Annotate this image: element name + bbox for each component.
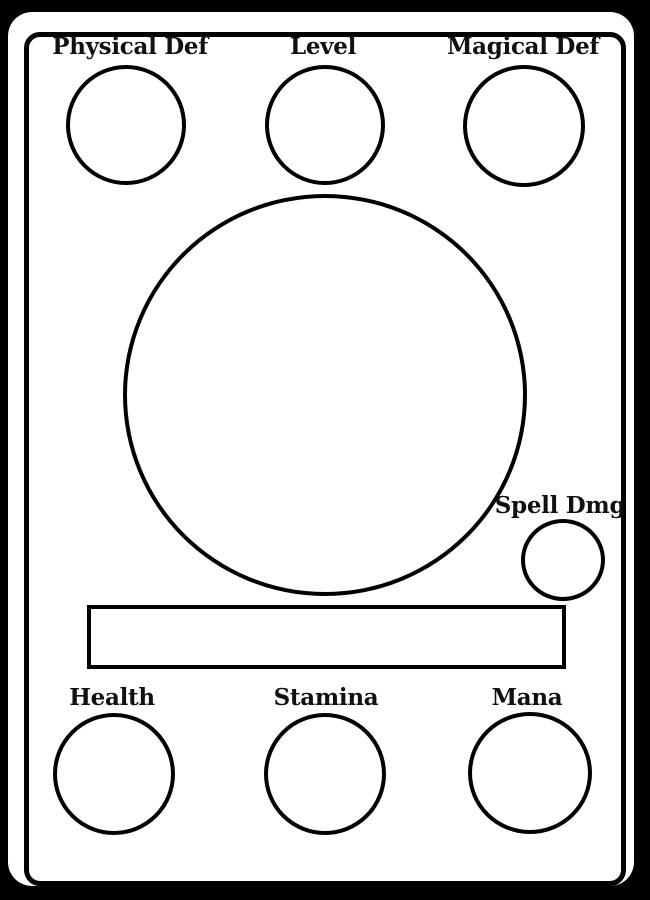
level-label: Level [289, 33, 357, 60]
card-name-bar[interactable] [87, 605, 566, 669]
mana-label: Mana [491, 684, 563, 711]
spell-dmg-label: Spell Dmg [494, 492, 626, 519]
stamina-label: Stamina [273, 684, 379, 711]
spell-dmg-slot[interactable] [521, 519, 605, 601]
physical-def-slot[interactable] [66, 65, 186, 185]
health-slot[interactable] [53, 713, 175, 835]
stamina-slot[interactable] [264, 713, 386, 835]
mana-slot[interactable] [468, 712, 592, 834]
level-slot[interactable] [265, 65, 385, 185]
portrait-slot[interactable] [123, 194, 527, 596]
magical-def-slot[interactable] [463, 65, 585, 187]
magical-def-label: Magical Def [446, 33, 599, 60]
physical-def-label: Physical Def [52, 33, 208, 60]
health-label: Health [69, 684, 155, 711]
